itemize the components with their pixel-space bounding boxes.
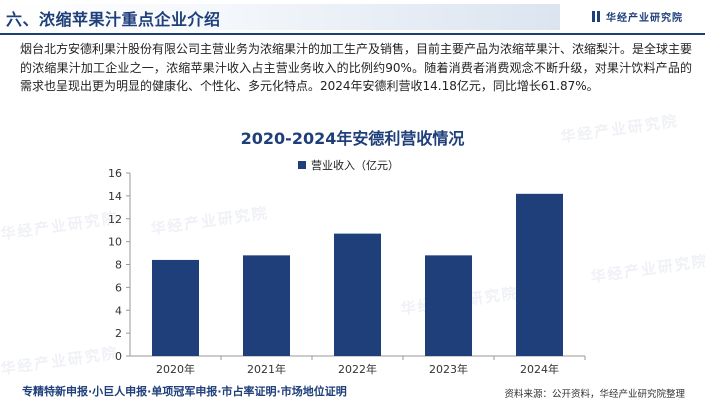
y-tick-label: 8: [115, 259, 122, 272]
header-divider: [0, 33, 705, 35]
y-tick-label: 12: [108, 213, 122, 226]
y-tick-label: 10: [108, 236, 122, 249]
company-description: 烟台北方安德利果汁股份有限公司主营业务为浓缩果汁的加工生产及销售，目前主要产品为…: [20, 42, 693, 93]
bar: [425, 255, 472, 356]
legend-label: 营业收入（亿元）: [311, 159, 399, 172]
y-tick-label: 14: [108, 190, 122, 203]
bar: [243, 255, 290, 356]
legend-swatch: [298, 161, 306, 169]
page-title: 六、浓缩苹果汁重点企业介绍: [6, 10, 221, 29]
footer-source: 资料来源：公开资料，华经产业研究院整理: [504, 389, 685, 400]
x-tick-label: 2023年: [429, 362, 468, 376]
chart-title: 2020-2024年安德利营收情况: [240, 129, 465, 148]
y-tick-label: 0: [115, 350, 122, 363]
brand-logo-icon: [592, 11, 601, 22]
chart-legend: 营业收入（亿元）: [298, 157, 399, 173]
y-tick-label: 2: [115, 327, 122, 340]
header: 六、浓缩苹果汁重点企业介绍 华经产业研究院: [0, 0, 705, 35]
brand: 华经产业研究院: [592, 9, 683, 24]
y-tick-label: 4: [115, 304, 122, 317]
bar: [152, 259, 199, 356]
y-tick-label: 16: [108, 167, 122, 180]
bar: [516, 193, 563, 356]
brand-name: 华经产业研究院: [606, 13, 683, 24]
y-tick-label: 6: [115, 281, 122, 294]
x-tick-label: 2022年: [338, 362, 377, 376]
x-tick-label: 2024年: [520, 362, 559, 376]
footer-services: 专精特新申报·小巨人申报·单项冠军申报·市占率证明·市场地位证明: [22, 385, 347, 398]
header-band: [0, 4, 560, 30]
bar: [334, 233, 381, 356]
x-tick-label: 2021年: [247, 362, 286, 376]
x-tick-label: 2020年: [156, 362, 195, 376]
